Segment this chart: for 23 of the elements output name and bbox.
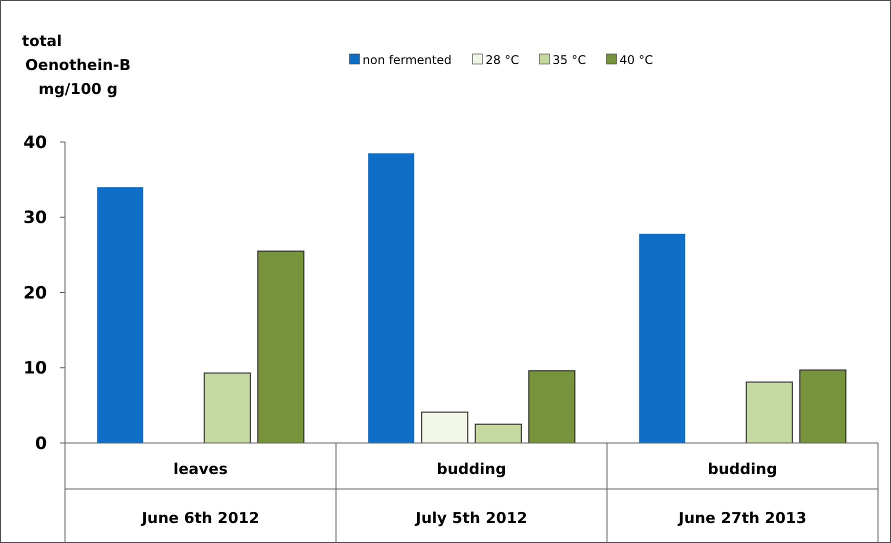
bar <box>746 382 793 444</box>
bar <box>639 234 686 443</box>
legend-label: 35 °C <box>552 53 586 68</box>
y-tick-label: 40 <box>23 132 48 153</box>
bar <box>368 153 414 443</box>
y-axis-title: total Oenothein-B mg/100 g <box>22 32 131 98</box>
legend-label: 40 °C <box>620 53 653 68</box>
bar <box>421 412 468 444</box>
bar <box>799 370 846 444</box>
bar <box>204 372 251 444</box>
y-tick-label: 30 <box>23 208 48 228</box>
legend-label: 28 °C <box>486 53 519 68</box>
bar <box>257 250 304 444</box>
legend-label: non fermented <box>362 53 452 68</box>
bar <box>474 424 522 444</box>
y-tick-label: 20 <box>23 283 48 304</box>
category-label: budding July 5th 2012 <box>416 460 528 527</box>
y-tick-label: 0 <box>35 434 48 454</box>
bar <box>528 370 576 444</box>
y-tick-label: 10 <box>23 358 48 379</box>
category-label: leaves June 6th 2012 <box>142 460 260 527</box>
bar <box>97 187 144 443</box>
category-label: budding June 27th 2013 <box>678 460 807 527</box>
